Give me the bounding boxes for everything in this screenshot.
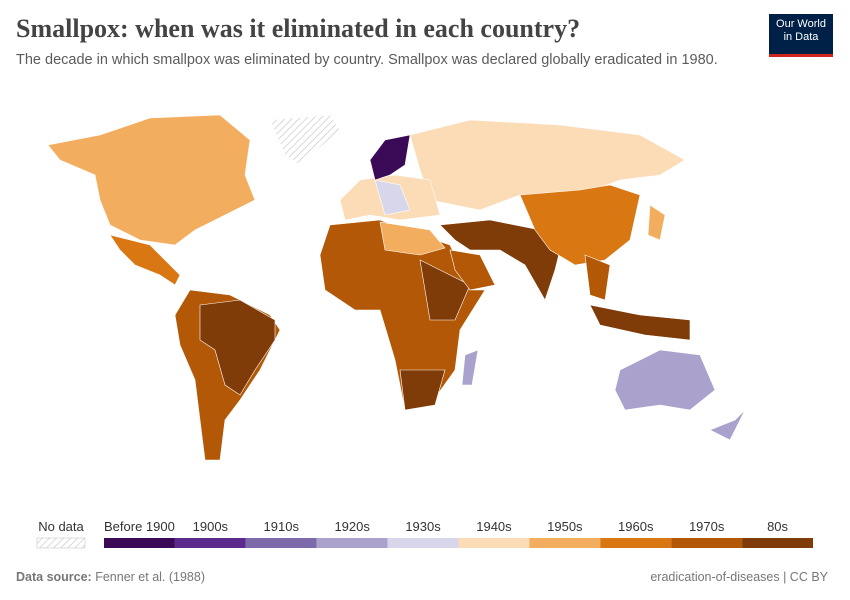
source: Data source: Fenner et al. (1988) xyxy=(16,570,205,584)
central-europe[interactable] xyxy=(374,179,411,216)
indonesia[interactable] xyxy=(589,304,691,341)
north-america[interactable] xyxy=(47,114,256,246)
title: Smallpox: when was it eliminated in each… xyxy=(16,14,581,43)
legend-label: 1910s xyxy=(264,519,300,534)
central-america[interactable] xyxy=(109,234,181,286)
legend-swatch[interactable] xyxy=(600,538,672,548)
legend-label: 1930s xyxy=(405,519,441,534)
legend-swatch[interactable] xyxy=(174,538,246,548)
legend-label: 1920s xyxy=(334,519,370,534)
legend-swatch[interactable] xyxy=(316,538,388,548)
legend-swatch[interactable] xyxy=(529,538,601,548)
legend-label: 1950s xyxy=(547,519,583,534)
australia[interactable] xyxy=(614,349,716,411)
southern-africa[interactable] xyxy=(399,369,446,411)
logo-line: in Data xyxy=(783,31,819,43)
legend-swatch[interactable] xyxy=(458,538,530,548)
japan[interactable] xyxy=(647,204,666,241)
legend-swatch[interactable] xyxy=(742,538,813,548)
madagascar[interactable] xyxy=(461,349,479,386)
south-asia[interactable] xyxy=(439,219,561,301)
legend-swatch[interactable] xyxy=(104,538,175,548)
arabia[interactable] xyxy=(449,249,496,291)
legend-label: 1940s xyxy=(476,519,512,534)
logo[interactable]: Our World in Data xyxy=(769,14,833,57)
source-label: Data source: xyxy=(16,570,92,584)
legend-label: 80s xyxy=(767,519,788,534)
china[interactable] xyxy=(519,184,641,266)
new-zealand[interactable] xyxy=(709,409,746,441)
no-data-swatch xyxy=(36,537,86,549)
legend-label: 1900s xyxy=(193,519,229,534)
legend-swatch[interactable] xyxy=(245,538,317,548)
legend-label: No data xyxy=(38,519,84,534)
legend-label: Before 1900 xyxy=(104,519,175,534)
subtitle: The decade in which smallpox was elimina… xyxy=(16,52,718,68)
legend-label: 1960s xyxy=(618,519,654,534)
legend-swatch[interactable] xyxy=(671,538,743,548)
logo-line: Our World xyxy=(776,18,826,30)
source-text: Fenner et al. (1988) xyxy=(95,570,206,584)
legend-swatch[interactable] xyxy=(387,538,459,548)
greenland[interactable] xyxy=(269,114,341,166)
legend-label: 1970s xyxy=(689,519,725,534)
brazil[interactable] xyxy=(199,299,276,396)
north-africa[interactable] xyxy=(379,221,446,256)
footer-right: eradication-of-diseases | CC BY xyxy=(650,570,828,584)
east-africa[interactable] xyxy=(419,259,471,321)
scandinavia[interactable] xyxy=(369,134,411,181)
southeast-asia[interactable] xyxy=(584,254,611,301)
